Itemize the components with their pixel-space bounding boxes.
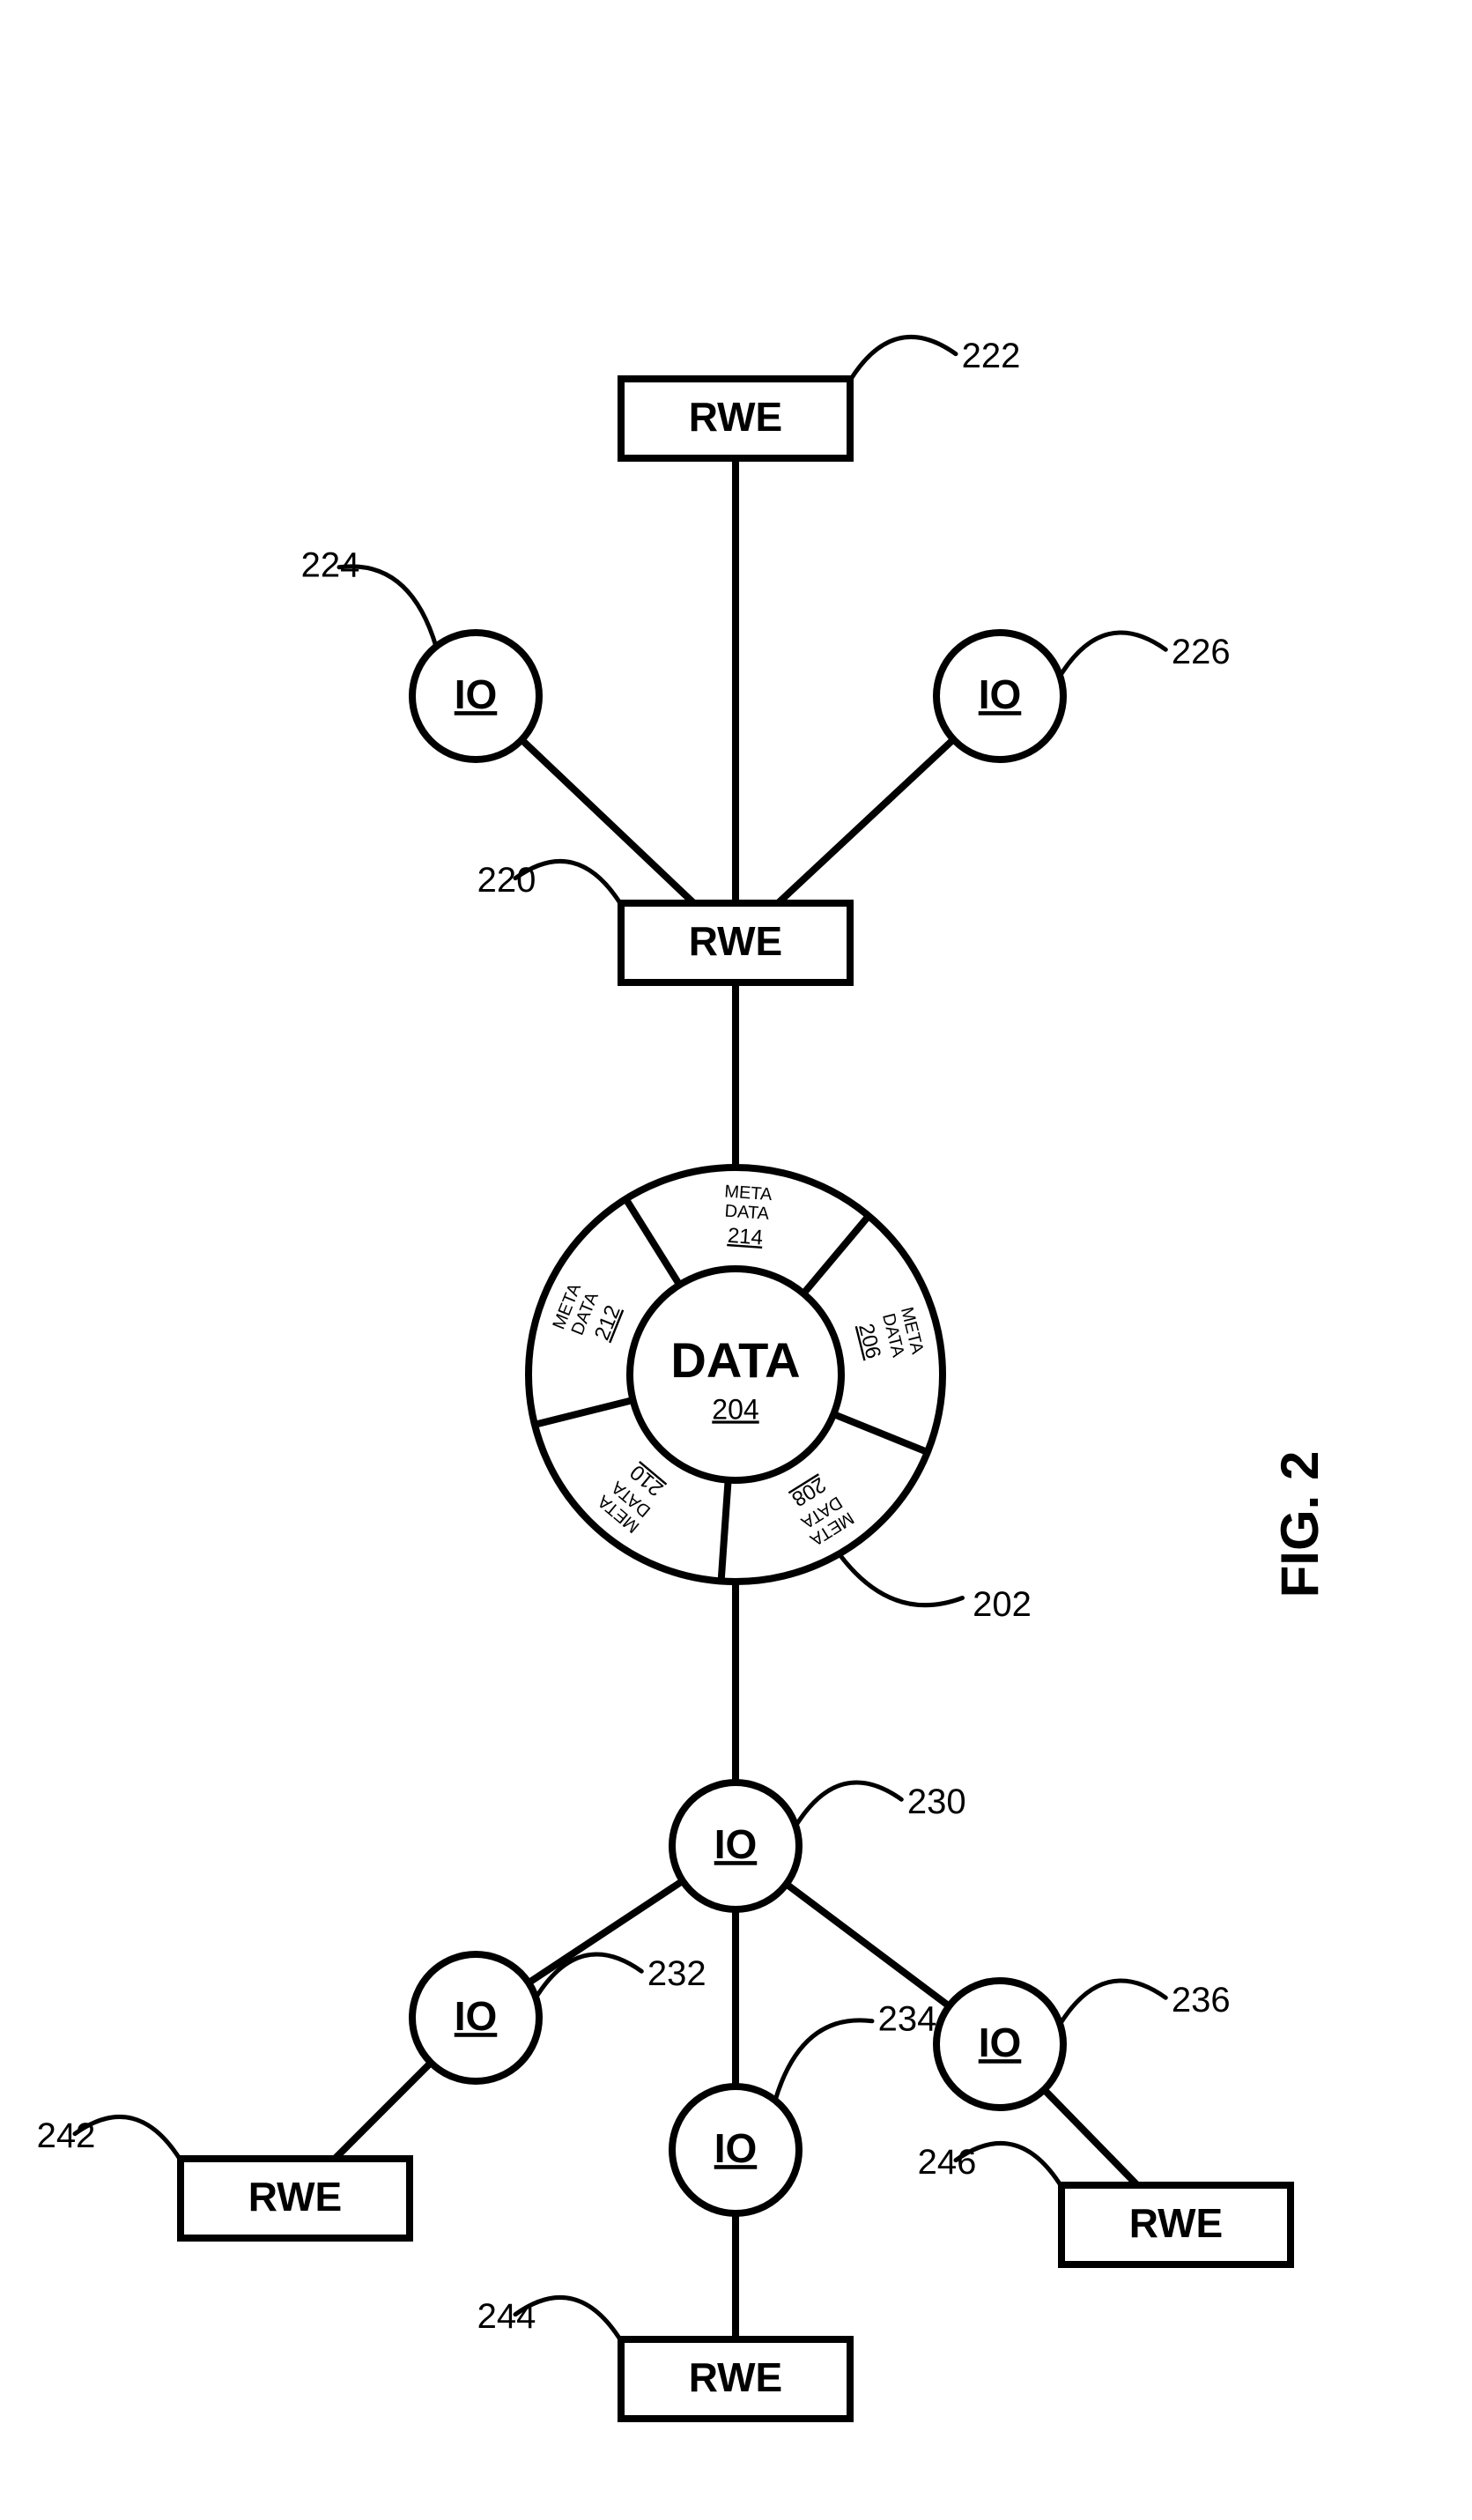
ref-234: 234 — [878, 1999, 937, 2038]
node-label: RWE — [1129, 2200, 1224, 2246]
ref-244: 244 — [477, 2297, 536, 2336]
node-label: IO — [455, 671, 498, 717]
node-label: RWE — [689, 394, 783, 440]
wheel-center-sub: 204 — [712, 1393, 758, 1425]
diagram-svg: RWE RWE IO IO IO IO IO IO RWE RWE RWE METADATA206M… — [0, 0, 1472, 2520]
ref-230: 230 — [907, 1783, 966, 1821]
io236: IO — [936, 1981, 1063, 2108]
node-label: RWE — [248, 2174, 343, 2220]
edge — [521, 740, 693, 903]
ref-202-leader — [840, 1554, 963, 1605]
edge — [1044, 2090, 1137, 2185]
edge — [787, 1884, 950, 2006]
rwe220: RWE — [621, 903, 850, 982]
ref-234-leader — [775, 2020, 872, 2101]
wheel-center-label: DATA — [670, 1332, 800, 1388]
ref-242: 242 — [37, 2116, 96, 2155]
rwe222: RWE — [621, 379, 850, 458]
figure-2-diagram: RWE RWE IO IO IO IO IO IO RWE RWE RWE METADATA206M… — [0, 0, 1472, 2520]
io230: IO — [672, 1783, 799, 1909]
node-label: IO — [979, 2020, 1022, 2065]
meta-id: 214 — [727, 1224, 764, 1250]
io226: IO — [936, 633, 1063, 760]
ref-224: 224 — [301, 545, 360, 584]
ref-236-leader — [1060, 1981, 1165, 2024]
meta-label-bottom: DATA — [724, 1201, 770, 1224]
io234: IO — [672, 2086, 799, 2213]
node-label: RWE — [689, 918, 783, 964]
edge — [778, 739, 953, 903]
node-label: IO — [714, 1821, 758, 1867]
node-label: RWE — [689, 2354, 783, 2400]
ref-202: 202 — [973, 1585, 1032, 1624]
io232: IO — [412, 1954, 539, 2081]
figure-caption: FIG. 2 — [1270, 1451, 1329, 1598]
rwe242: RWE — [181, 2159, 410, 2238]
io224: IO — [412, 633, 539, 760]
rwe244: RWE — [621, 2339, 850, 2419]
wheel-layer: METADATA206METADATA208METADATA210METADAT… — [529, 1167, 943, 1582]
ref-222: 222 — [962, 337, 1021, 375]
ref-220: 220 — [477, 861, 536, 900]
ref-230-leader — [795, 1783, 901, 1826]
ref-222-leader — [850, 337, 956, 380]
edge — [335, 2063, 431, 2159]
node-label: IO — [979, 671, 1022, 717]
ref-246: 246 — [918, 2143, 977, 2182]
ref-236: 236 — [1172, 1981, 1231, 2020]
ref-232-leader — [536, 1954, 641, 1997]
rwe246: RWE — [1061, 2185, 1291, 2264]
ref-226: 226 — [1172, 633, 1231, 671]
ref-226-leader — [1060, 633, 1165, 676]
node-label: IO — [714, 2125, 758, 2171]
node-label: IO — [455, 1993, 498, 2039]
ref-232: 232 — [647, 1954, 706, 1993]
